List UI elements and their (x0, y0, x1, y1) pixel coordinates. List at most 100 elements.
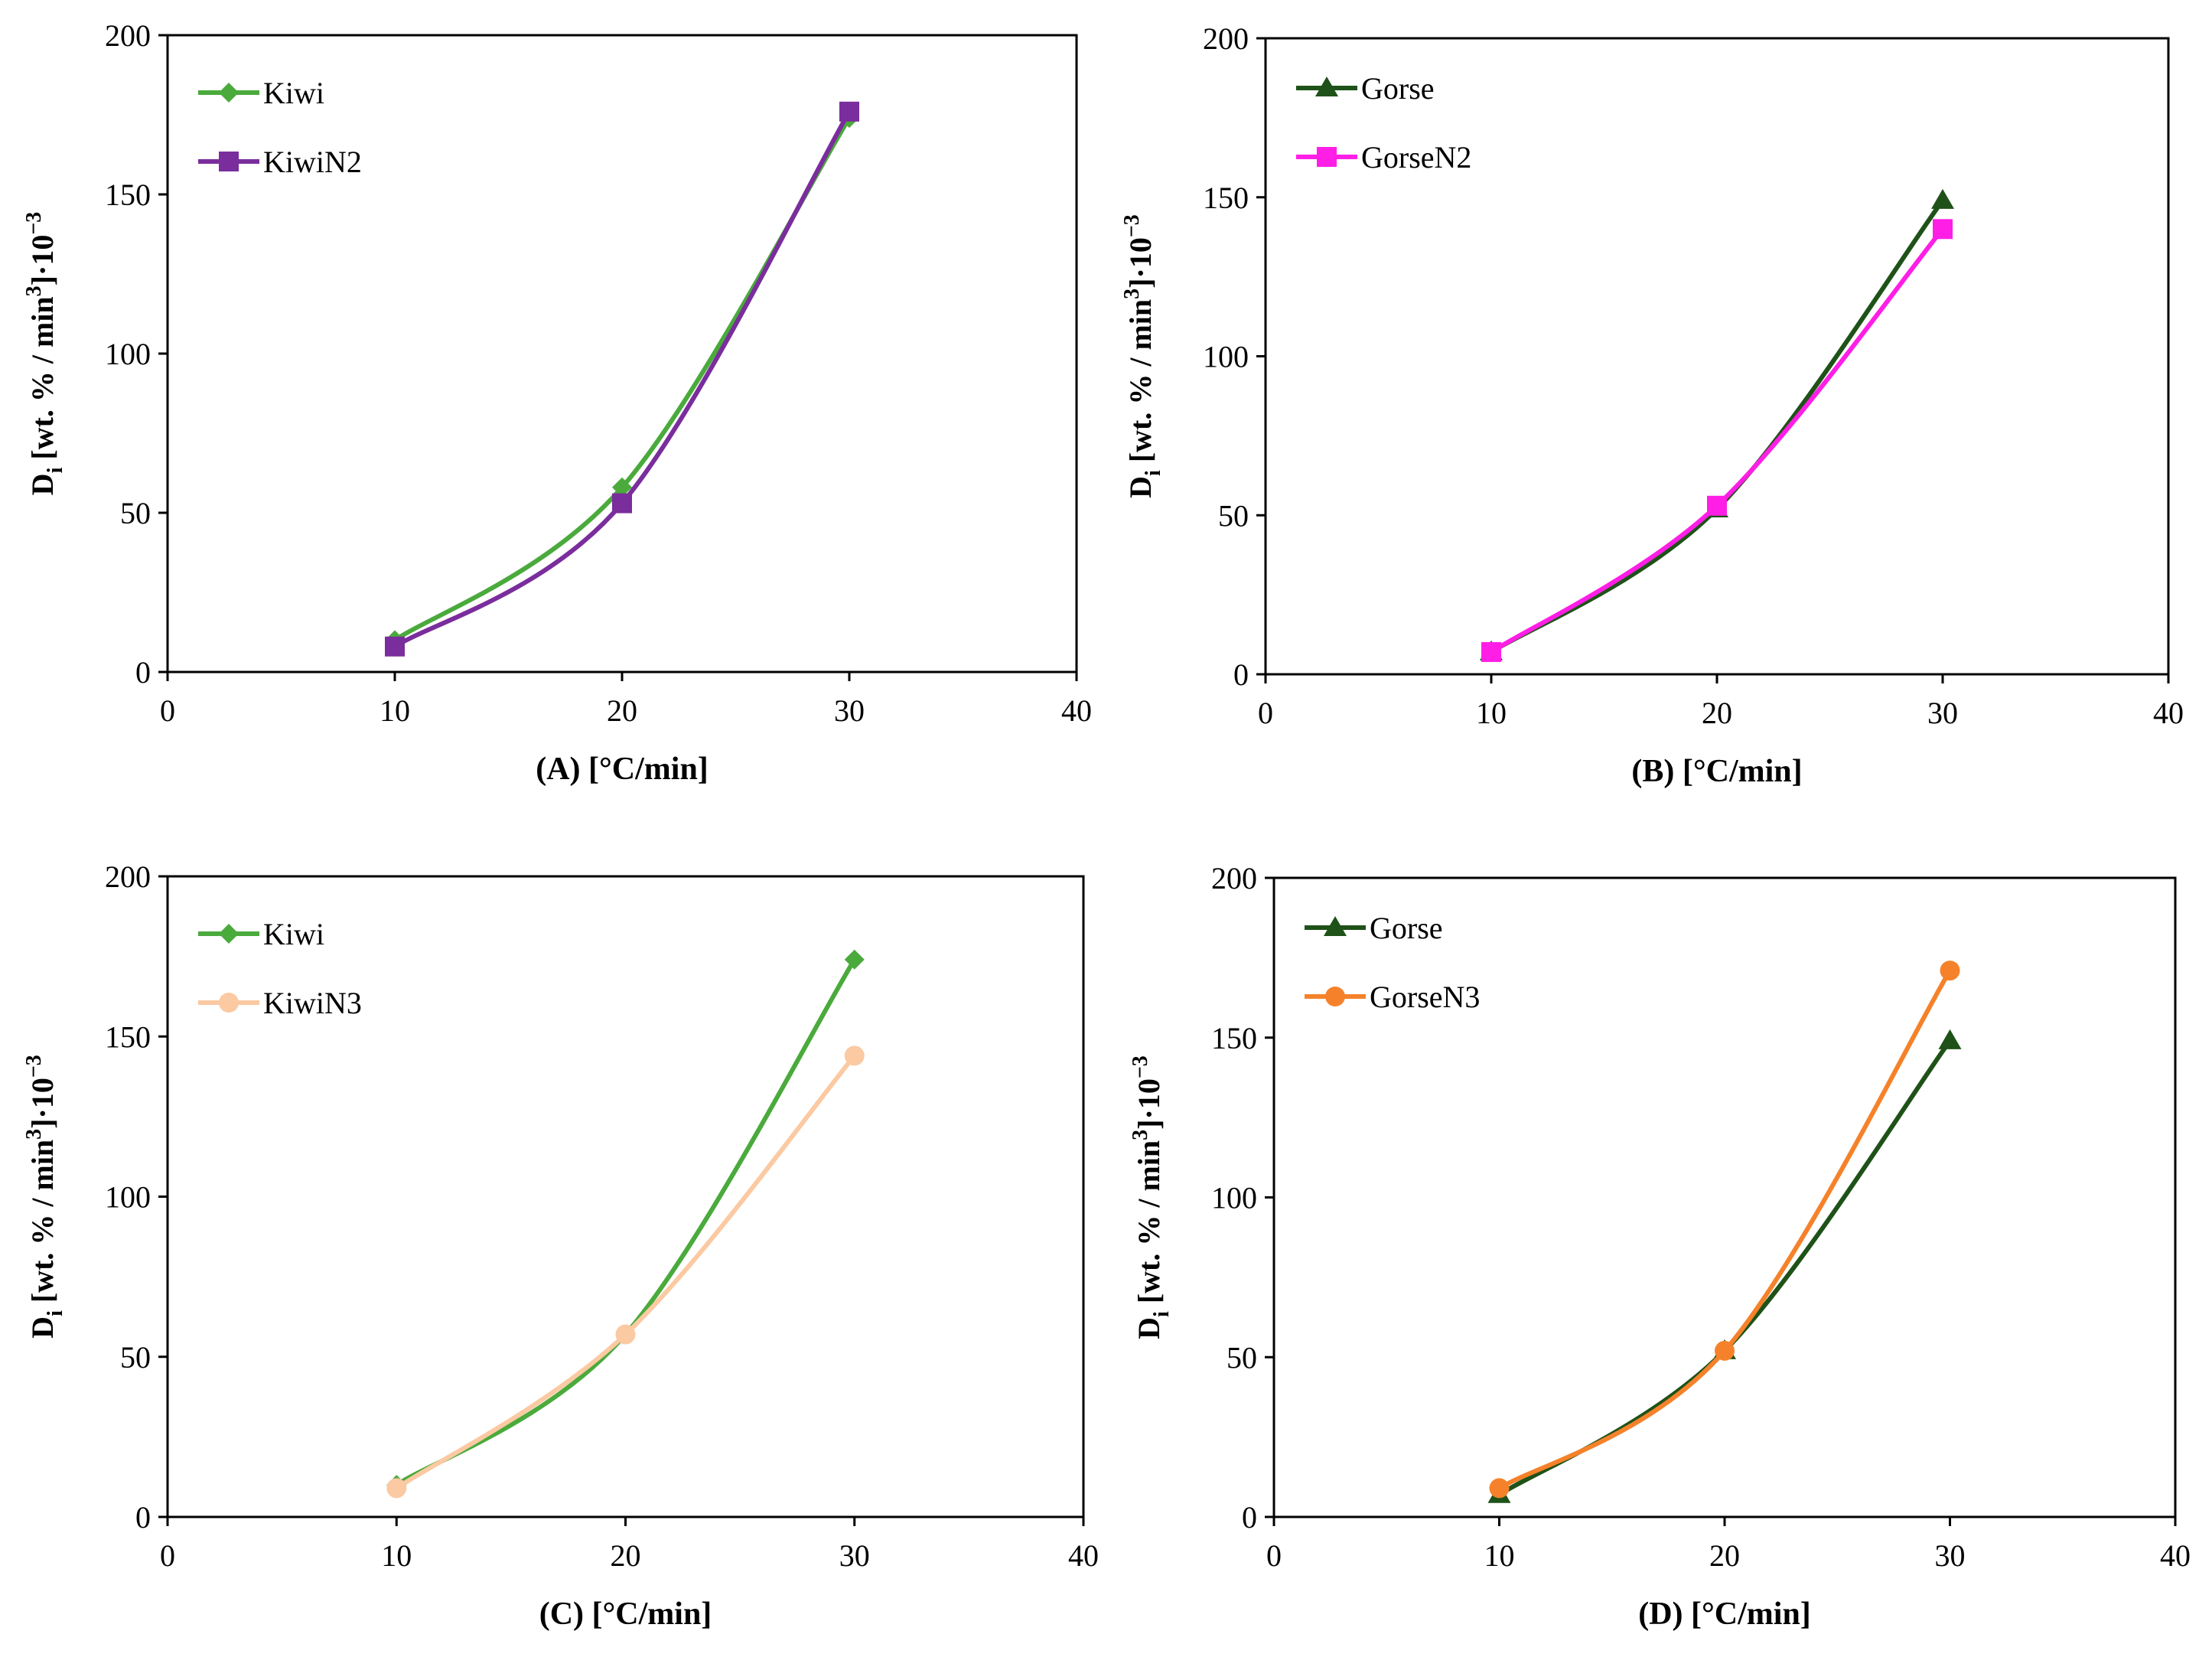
y-tick-label: 50 (1218, 498, 1249, 533)
data-point (844, 1045, 865, 1066)
y-axis-title-main: D (25, 473, 60, 495)
x-tick-label: 30 (1935, 1538, 1966, 1573)
data-point (1940, 961, 1960, 981)
legend-marker (1324, 916, 1347, 936)
y-axis-title-sup1: 3 (1129, 1130, 1152, 1140)
y-tick-label: 100 (1211, 1181, 1257, 1215)
x-tick-label: 0 (160, 1538, 175, 1573)
legend-item: GorseN2 (1296, 140, 1471, 175)
y-tick-label: 50 (120, 1340, 151, 1375)
x-tick-label: 0 (160, 693, 175, 728)
legend-label: GorseN2 (1361, 140, 1471, 175)
series-gorsen2 (1481, 219, 1953, 662)
y-tick-label: 50 (1227, 1340, 1257, 1375)
y-tick-label: 200 (105, 859, 151, 894)
y-axis-title-sub: i (1142, 470, 1165, 476)
legend-label: Gorse (1370, 911, 1443, 945)
series-gorse (1487, 1029, 1962, 1503)
y-tick-label: 150 (105, 178, 151, 212)
y-tick-label: 200 (1203, 21, 1249, 56)
series-line (1490, 199, 1945, 654)
y-tick-label: 0 (1233, 657, 1249, 692)
y-axis-title-end: ]·10 (25, 235, 60, 286)
x-tick-label: 0 (1258, 696, 1273, 730)
data-point (844, 949, 865, 970)
y-tick-label: 0 (135, 1500, 151, 1535)
series-kiwin2 (385, 101, 859, 657)
x-tick-label: 40 (2153, 696, 2184, 730)
series-line (393, 110, 852, 649)
y-axis-title-end: ]·10 (1123, 237, 1158, 289)
y-axis-title-mid: [wt. % / min (1123, 299, 1158, 470)
series-line (395, 958, 857, 1487)
series-line (1490, 227, 1945, 654)
y-axis-title: Di [wt. % / min3]·10−3 (1120, 214, 1165, 498)
data-point (1489, 1478, 1510, 1499)
y-tick-label: 100 (105, 1180, 151, 1215)
plot-frame (166, 34, 1078, 674)
plot-frame (166, 875, 1085, 1518)
x-tick-label: 30 (839, 1538, 870, 1573)
legend-label: GorseN3 (1370, 980, 1480, 1014)
data-point (615, 1324, 636, 1345)
y-tick-label: 200 (105, 18, 151, 53)
y-tick-label: 150 (1211, 1021, 1257, 1055)
legend-marker (1325, 987, 1345, 1006)
x-tick-label: 20 (607, 693, 637, 728)
y-axis-title: Di [wt. % / min3]·10−3 (1129, 1055, 1174, 1339)
y-axis-title-sub: i (44, 1310, 67, 1316)
data-point (839, 101, 859, 122)
y-axis-title-sup1: 3 (1120, 289, 1144, 299)
chart-panel-c: 0 10 20 30 40 0 50 100 150 200 (C) [°C/min] Di [wt.… (22, 859, 1099, 1632)
y-tick-label: 150 (1203, 181, 1249, 215)
chart-panel-b: 0 10 20 30 40 0 50 100 150 200 (B) [°C/min] Di [wt.… (1120, 21, 2184, 789)
y-axis-title-mid: [wt. % / min (1132, 1140, 1166, 1311)
data-point (386, 1478, 407, 1499)
y-tick-label: 50 (120, 496, 151, 530)
data-point (1938, 1029, 1962, 1049)
x-tick-label: 40 (1068, 1538, 1099, 1573)
y-axis-title-main: D (1132, 1317, 1166, 1339)
chart-panel-d: 0 10 20 30 40 0 50 100 150 200 (D) [°C/min] Di [wt.… (1129, 861, 2191, 1632)
y-tick-label: 150 (105, 1019, 151, 1054)
legend-label: KiwiN3 (263, 986, 362, 1020)
y-axis-title-sup2: −3 (22, 1055, 46, 1078)
series-line (393, 116, 852, 642)
x-tick-label: 30 (1927, 696, 1958, 730)
legend-item: Kiwi (198, 76, 324, 110)
y-axis-title-main: D (25, 1316, 60, 1339)
legend-marker (1317, 147, 1337, 167)
data-point (385, 636, 405, 657)
x-tick-label: 20 (1709, 1538, 1740, 1573)
data-point (1707, 495, 1727, 516)
y-tick-label: 100 (105, 337, 151, 371)
x-tick-label: 40 (1061, 693, 1092, 728)
x-tick-label: 0 (1266, 1538, 1282, 1573)
x-axis-title: (A) [°C/min] (536, 752, 709, 787)
legend-label: Kiwi (263, 917, 324, 951)
x-tick-label: 10 (1476, 696, 1507, 730)
y-axis-title-main: D (1123, 476, 1158, 498)
legend-item: KiwiN2 (198, 145, 362, 179)
data-point (1481, 641, 1501, 662)
x-tick-label: 20 (1702, 696, 1732, 730)
x-tick-label: 10 (381, 1538, 412, 1573)
data-point (612, 493, 632, 514)
legend-marker (219, 152, 239, 171)
legend-item: Kiwi (198, 917, 324, 951)
legend-label: Kiwi (263, 76, 324, 110)
legend-item: Gorse (1296, 71, 1435, 106)
data-point (1933, 219, 1953, 240)
plot-frame (1272, 876, 2177, 1518)
chart-panel-a: 0 10 20 30 40 0 50 100 150 200 (A) [°C/min] Di [wt.… (22, 18, 1092, 787)
x-tick-label: 10 (380, 693, 410, 728)
x-tick-label: 20 (611, 1538, 641, 1573)
legend-label: Gorse (1361, 71, 1435, 106)
x-axis-title: (D) [°C/min] (1638, 1597, 1811, 1632)
y-axis-title-end: ]·10 (25, 1078, 60, 1129)
legend-marker (219, 993, 239, 1013)
x-tick-label: 10 (1484, 1538, 1515, 1573)
x-axis-title: (C) [°C/min] (539, 1597, 712, 1632)
series-line (1497, 1039, 1952, 1497)
